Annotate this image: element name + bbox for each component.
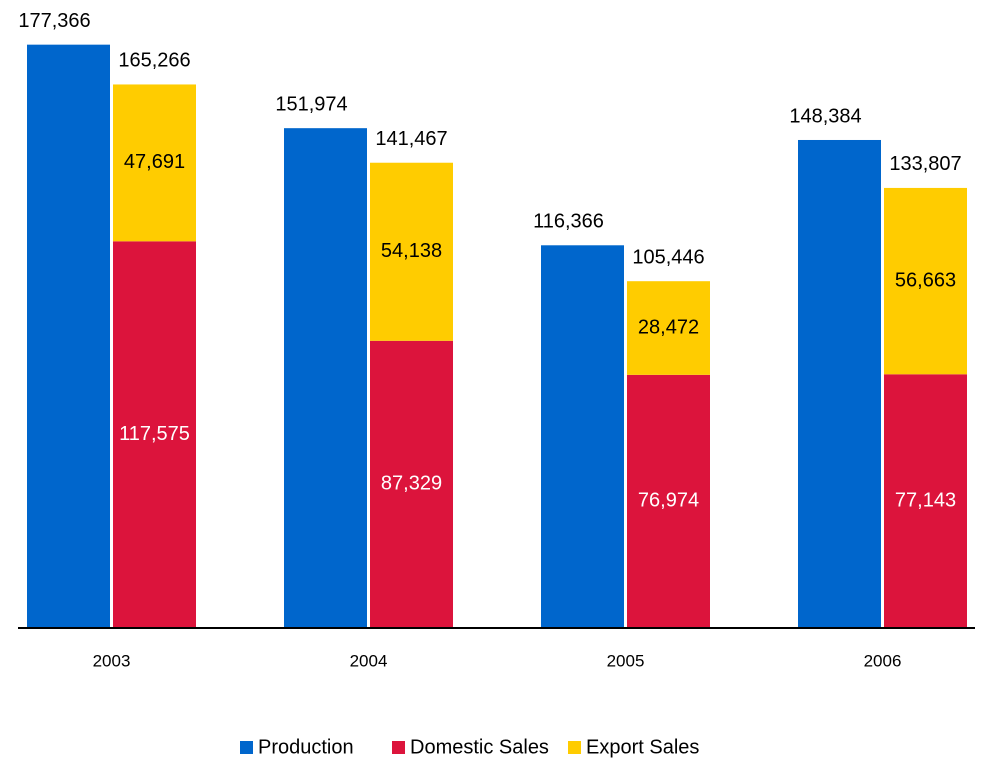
x-tick-label: 2006	[864, 651, 902, 670]
bar	[541, 245, 624, 628]
bar	[27, 44, 110, 628]
data-label: 87,329	[381, 473, 442, 495]
legend-swatch	[240, 741, 253, 754]
total-label: 133,807	[889, 153, 961, 175]
data-label: 177,366	[18, 10, 90, 32]
data-label: 151,974	[275, 93, 347, 115]
bar	[113, 241, 196, 628]
bar	[884, 374, 967, 628]
x-tick-label: 2004	[350, 651, 388, 670]
data-label: 116,366	[533, 211, 604, 233]
data-label: 54,138	[381, 240, 442, 262]
bar	[884, 187, 967, 375]
bar	[627, 281, 710, 375]
data-label: 47,691	[124, 151, 185, 173]
total-label: 105,446	[632, 246, 704, 268]
bar	[370, 340, 453, 628]
data-label: 77,143	[895, 489, 956, 511]
data-label: 76,974	[638, 490, 699, 512]
total-label: 165,266	[118, 50, 190, 72]
total-label: 141,467	[375, 128, 447, 150]
data-label: 117,575	[119, 423, 190, 445]
legend-label: Export Sales	[586, 736, 699, 758]
data-label: 148,384	[789, 105, 861, 127]
bar	[284, 128, 367, 629]
bar	[113, 84, 196, 242]
data-label: 56,663	[895, 269, 956, 291]
legend-label: Production	[258, 736, 354, 758]
legend-swatch	[392, 741, 405, 754]
bar	[798, 139, 881, 628]
legend-label: Domestic Sales	[410, 736, 549, 758]
bar	[627, 374, 710, 628]
legend-swatch	[568, 741, 581, 754]
data-label: 28,472	[638, 316, 699, 338]
x-tick-label: 2003	[93, 651, 131, 670]
bar	[370, 162, 453, 341]
x-tick-label: 2005	[607, 651, 645, 670]
